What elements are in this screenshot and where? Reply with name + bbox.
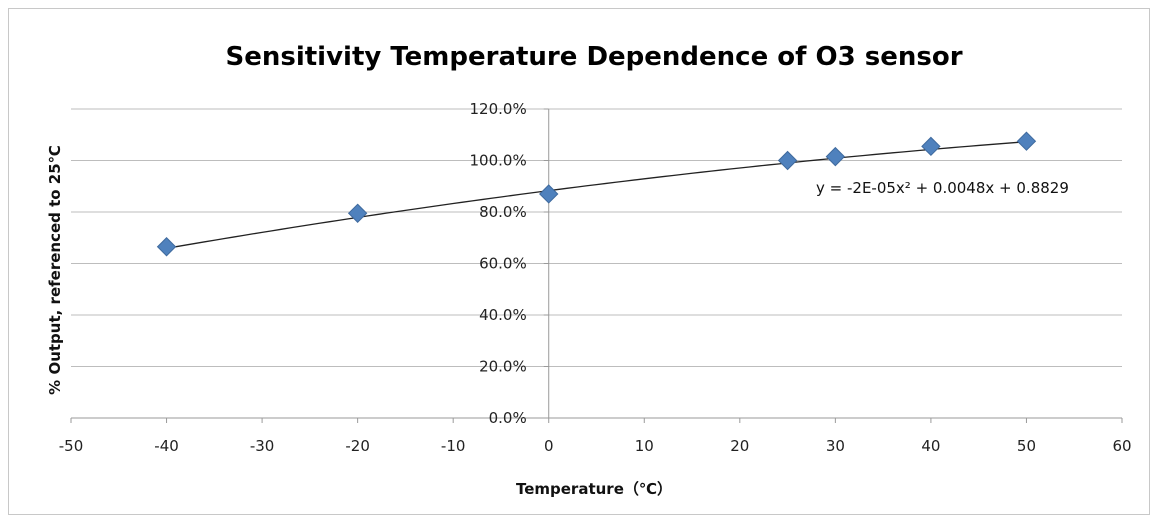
data-point — [156, 237, 177, 257]
data-point — [777, 150, 798, 171]
y-tick-label: 120.0% — [470, 100, 527, 118]
y-tick-label: 60.0% — [479, 255, 527, 273]
x-tick-label: -20 — [345, 437, 370, 455]
marker-layer — [156, 131, 1037, 257]
trend-layer — [166, 141, 1027, 249]
x-tick-label: -50 — [59, 437, 84, 455]
y-tick-label: 80.0% — [479, 203, 527, 221]
data-point — [825, 146, 846, 167]
y-tick-label: 0.0% — [489, 409, 527, 427]
tick-layer: 0.0% 20.0% 40.0% 60.0% 80.0% 100.0% 120.0% -50 -… — [59, 100, 1132, 455]
axis-layer — [70, 108, 1123, 423]
x-tick-label: 10 — [635, 437, 654, 455]
x-tick-label: 30 — [826, 437, 845, 455]
x-axis-label: Temperature（℃） — [516, 480, 672, 498]
chart-frame: Sensitivity Temperature Dependence of O3… — [8, 8, 1150, 515]
x-tick-label: 60 — [1112, 437, 1131, 455]
x-tick-label: -40 — [154, 437, 179, 455]
trendline — [166, 141, 1027, 249]
grid-layer — [71, 108, 1122, 419]
data-point — [1016, 131, 1037, 151]
chart-svg: Sensitivity Temperature Dependence of O3… — [46, 42, 1132, 498]
x-tick-label: 50 — [1017, 437, 1036, 455]
data-point — [921, 136, 941, 157]
x-tick-label: -10 — [441, 437, 466, 455]
y-tick-label: 100.0% — [470, 152, 527, 170]
trendline-equation: y = -2E-05x² + 0.0048x + 0.8829 — [816, 179, 1069, 197]
y-tick-label: 20.0% — [479, 358, 527, 376]
data-point — [347, 203, 368, 223]
x-tick-label: -30 — [250, 437, 275, 455]
x-tick-label: 0 — [544, 437, 554, 455]
y-tick-label: 40.0% — [479, 306, 527, 324]
x-tick-label: 40 — [921, 437, 940, 455]
data-point — [539, 184, 559, 204]
x-tick-label: 20 — [730, 437, 749, 455]
y-axis-label: % Output, referenced to 25℃ — [46, 145, 64, 395]
chart-title: Sensitivity Temperature Dependence of O3… — [225, 42, 962, 72]
